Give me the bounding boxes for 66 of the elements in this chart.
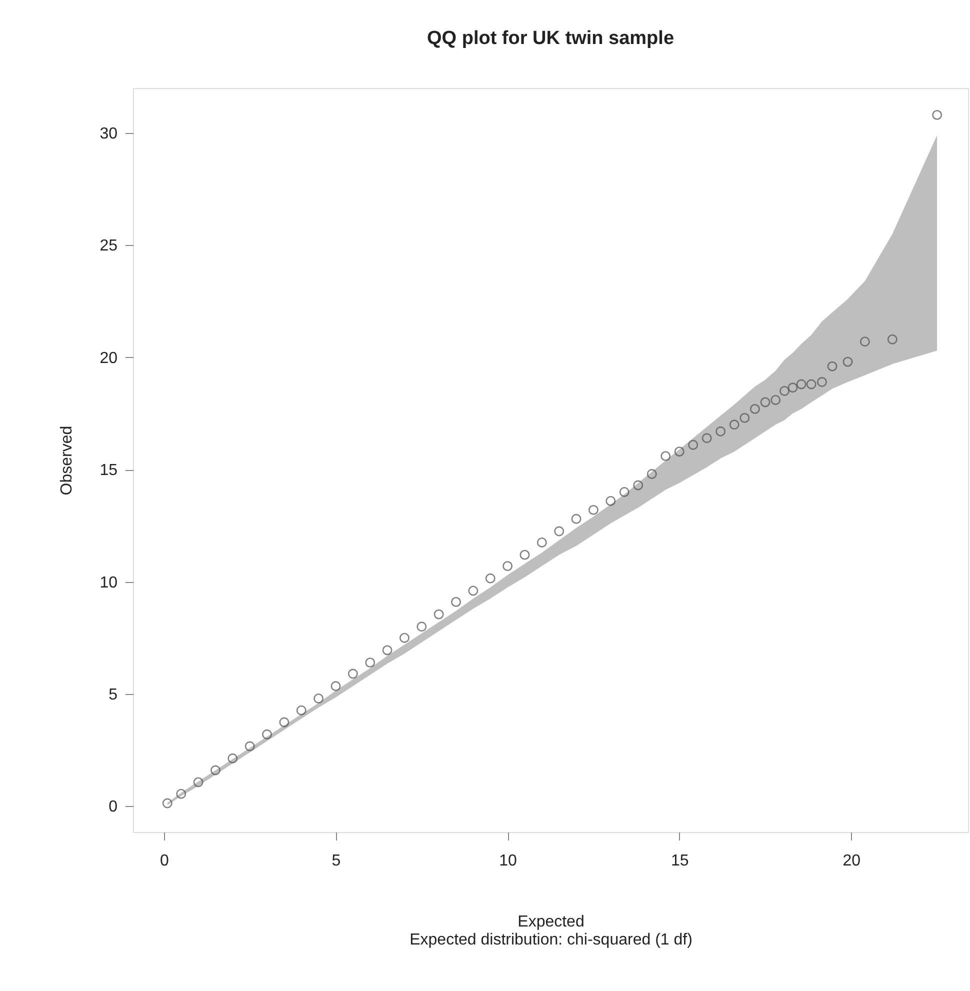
point	[702, 433, 712, 444]
point	[740, 412, 750, 423]
point	[688, 440, 698, 450]
chart-title: QQ plot for UK twin sample	[426, 28, 674, 49]
point	[485, 573, 496, 584]
point	[502, 561, 513, 572]
point	[348, 668, 358, 679]
point	[842, 356, 853, 367]
point	[382, 645, 392, 656]
point	[760, 397, 770, 408]
point	[296, 705, 306, 716]
point	[330, 681, 341, 692]
x-tick-label: 0	[160, 852, 169, 870]
point	[606, 496, 616, 506]
point	[262, 729, 272, 740]
point	[279, 717, 290, 728]
y-axis-title: Observed	[58, 426, 76, 496]
x-axis-title: Expected	[518, 914, 584, 930]
point	[210, 765, 220, 776]
point	[314, 693, 324, 704]
point	[619, 487, 630, 497]
y-tick-label: 25	[100, 238, 118, 255]
point	[788, 382, 798, 393]
point	[806, 379, 816, 390]
point	[932, 110, 942, 120]
point	[162, 798, 172, 808]
x-tick-label: 15	[670, 852, 689, 870]
point	[176, 788, 186, 799]
point	[416, 622, 427, 632]
point	[646, 469, 657, 479]
point	[520, 550, 530, 560]
point	[434, 609, 444, 620]
point	[244, 741, 255, 752]
y-tick-label: 5	[108, 686, 118, 704]
point	[588, 504, 598, 515]
point	[796, 379, 806, 390]
x-tick-label: 10	[499, 852, 518, 870]
point	[193, 777, 204, 788]
point	[468, 586, 478, 596]
point	[780, 386, 790, 396]
text: Expected distribution: chi-squared (1 df)	[410, 932, 692, 948]
point	[399, 632, 410, 643]
point	[536, 538, 547, 548]
point	[554, 526, 564, 536]
point	[451, 596, 461, 607]
point	[770, 394, 781, 405]
point	[816, 377, 827, 387]
point	[365, 658, 376, 668]
point	[674, 446, 684, 457]
y-tick-label: 10	[100, 574, 118, 592]
y-tick-label: 0	[108, 798, 118, 816]
y-tick-label: 20	[100, 350, 118, 367]
point	[228, 753, 238, 764]
y-tick-label: 15	[100, 462, 118, 480]
point	[827, 361, 838, 372]
point	[716, 426, 726, 436]
point	[571, 514, 582, 524]
point	[750, 404, 760, 414]
point	[729, 420, 740, 430]
y-tick-label: 30	[100, 125, 118, 142]
x-tick-label: 20	[842, 852, 861, 870]
point	[660, 451, 671, 462]
point	[887, 334, 898, 344]
point	[860, 336, 870, 347]
point	[633, 480, 644, 490]
x-tick-label: 5	[332, 852, 341, 870]
